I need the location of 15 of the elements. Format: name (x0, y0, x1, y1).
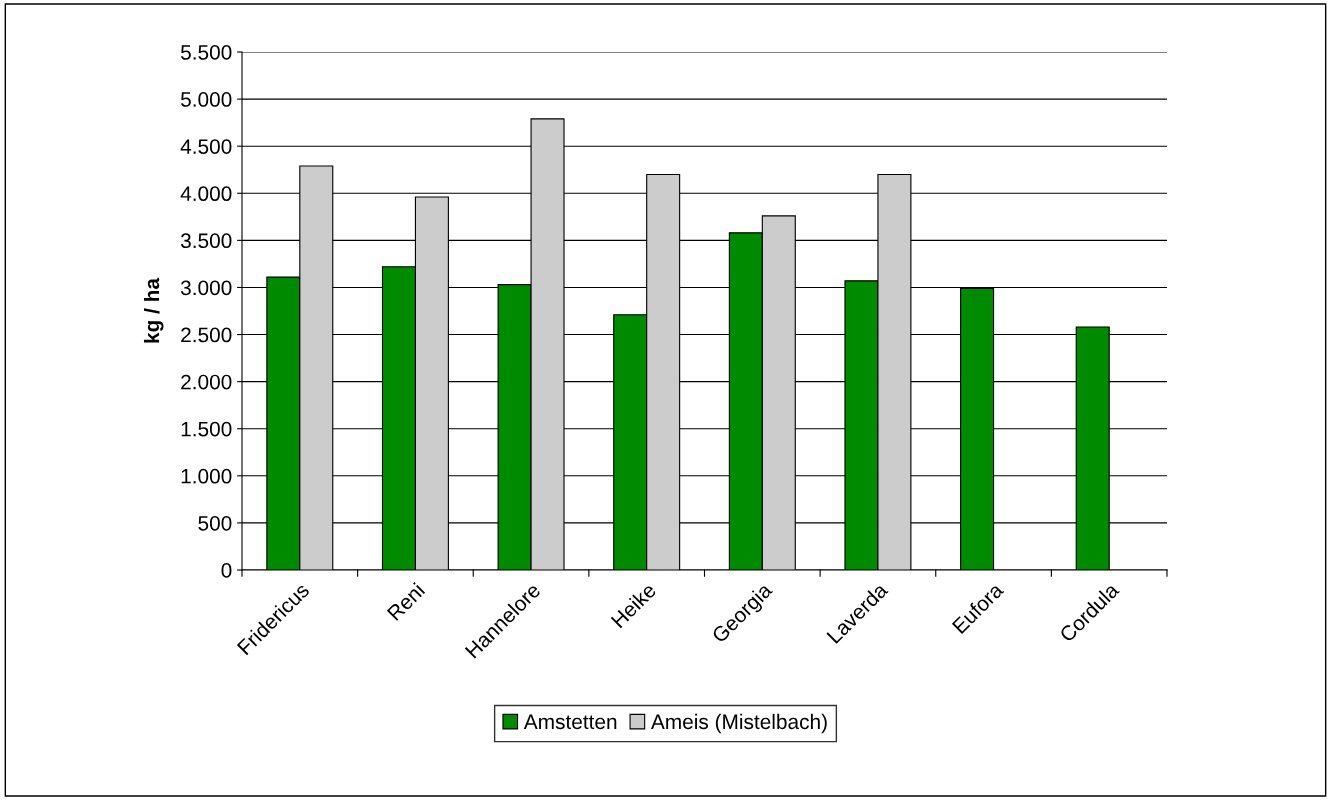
legend-label: Amstetten (523, 714, 617, 730)
y-tick-label: 3.500 (180, 233, 232, 249)
y-tick-label: 3.000 (180, 280, 232, 296)
y-tick-label: 500 (198, 515, 232, 531)
y-tick-label: 0 (221, 563, 232, 578)
y-tick-label: 1.000 (181, 468, 232, 484)
y-axis-title: kg / ha (143, 277, 164, 343)
y-tick-label: 4.500 (180, 139, 232, 154)
y-tick-label: 5.000 (180, 92, 232, 107)
y-tick-label: 1.500 (181, 421, 232, 437)
y-tick-label: 2.000 (181, 374, 232, 390)
y-tick-label: 4.000 (180, 186, 232, 202)
legend-label: Ameis (Mistelbach) (650, 713, 827, 734)
y-tick-label: 2.500 (181, 327, 232, 343)
y-tick-label: 5.500 (180, 45, 232, 60)
